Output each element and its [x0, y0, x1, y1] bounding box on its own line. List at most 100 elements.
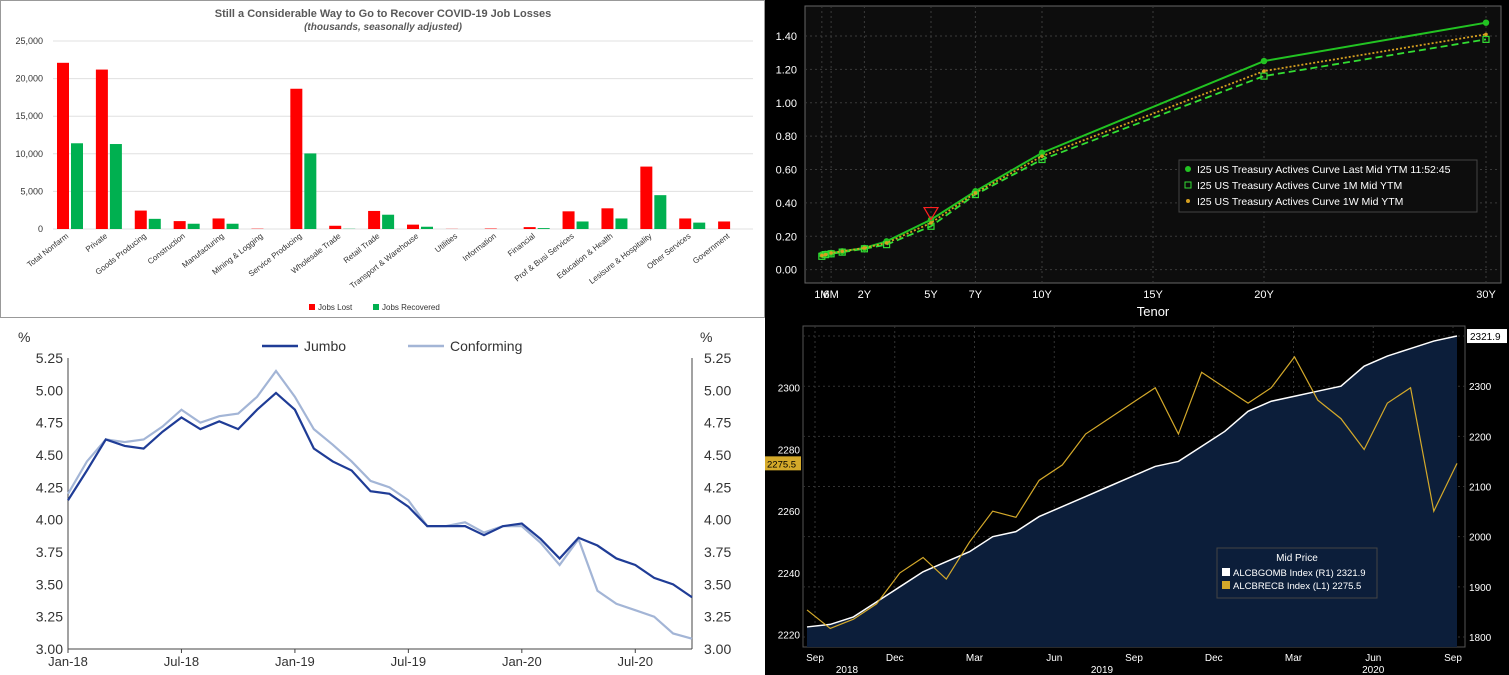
- y-axis-label-right: %: [700, 329, 712, 345]
- last-value-tag: [1467, 329, 1507, 344]
- last-value-label: 2321.9: [1470, 332, 1501, 343]
- y-tick-label-left: 3.50: [36, 576, 63, 592]
- bar: [654, 195, 667, 229]
- chart-subtitle: (thousands, seasonally adjusted): [304, 22, 462, 33]
- legend-swatch: [373, 304, 379, 310]
- y-tick-label: 5,000: [20, 186, 43, 196]
- y-tick-label-left: 2260: [778, 507, 801, 518]
- data-point: [1482, 19, 1490, 26]
- bar: [187, 223, 200, 229]
- x-tick-label: Government: [691, 231, 732, 266]
- index-price-chart: 2220 2240 2260 2280 2300 1800 1900 2000 2100 2200…: [765, 325, 1507, 675]
- y-tick-label-right: 4.75: [704, 415, 731, 431]
- legend-swatch: [1222, 568, 1230, 576]
- yield-curve-chart-panel: 0.00 0.20 0.40 0.60 0.80 1.00 1.20 1.40 1M 6M 2Y 5Y…: [765, 0, 1509, 320]
- y-tick-label-right: 2100: [1469, 483, 1492, 494]
- data-point: [1260, 57, 1268, 65]
- bar: [601, 208, 614, 229]
- x-tick-label: Dec: [886, 653, 904, 664]
- y-tick-label: 15,000: [15, 111, 43, 121]
- x-tick-label: 7Y: [969, 289, 983, 301]
- data-point: [818, 252, 826, 260]
- x-tick-label: Transport & Warehouse: [348, 231, 420, 290]
- legend-box: [1178, 159, 1478, 213]
- legend-label: Jumbo: [304, 338, 346, 354]
- data-point: [1038, 149, 1046, 157]
- x-tick-label: Jul-19: [391, 654, 426, 669]
- y-tick-label: 1.40: [776, 31, 797, 43]
- x-tick-label: Information: [461, 231, 498, 263]
- y-tick-label-left: 2240: [778, 569, 801, 580]
- bar: [368, 210, 381, 229]
- chart-title: Still a Considerable Way to Go to Recove…: [215, 8, 551, 20]
- y-tick-label-left: 3.25: [36, 609, 63, 625]
- data-point: [840, 249, 844, 254]
- bar: [304, 153, 317, 229]
- y-tick-label-right: 3.25: [704, 609, 731, 625]
- x-tick-label: Jun: [1365, 653, 1381, 664]
- x-year-label: 2018: [836, 665, 859, 675]
- bar: [173, 221, 186, 229]
- x-tick-label: Jun: [1046, 653, 1062, 664]
- bar: [679, 218, 692, 229]
- legend-title: Mid Price: [1276, 553, 1318, 564]
- y-tick-label-right: 3.00: [704, 641, 731, 657]
- y-tick-label-right: 4.00: [704, 512, 731, 528]
- y-tick-label-right: 5.00: [704, 382, 731, 398]
- y-tick-label: 0: [38, 224, 43, 234]
- x-tick-label: Jul-18: [164, 654, 199, 669]
- data-point: [929, 221, 933, 225]
- bar: [523, 227, 536, 229]
- y-tick-label-left: 4.50: [36, 447, 63, 463]
- data-point: [1262, 69, 1266, 73]
- series-line: [67, 391, 693, 599]
- bar: [212, 218, 225, 229]
- y-tick-label-left: 5.25: [36, 350, 63, 366]
- y-tick-label: 0.60: [776, 165, 797, 177]
- bar: [148, 218, 161, 229]
- y-tick-label-left: 2280: [778, 445, 801, 456]
- data-point: [973, 191, 978, 195]
- legend-label: I25 US Treasury Actives Curve 1M Mid YTM: [1197, 180, 1402, 192]
- x-year-label: 2019: [1091, 665, 1114, 675]
- legend-marker: [1185, 166, 1191, 172]
- x-tick-label: 20Y: [1254, 289, 1274, 301]
- y-tick-label-left: 3.00: [36, 641, 63, 657]
- mortgage-rates-chart-panel: %% 3.00 3.00 3.25 3.25 3.50 3.50 3.75 3.75 4.00 4.…: [0, 318, 765, 675]
- bar: [109, 144, 122, 229]
- x-tick-label: Utilities: [433, 231, 459, 254]
- y-tick-label: 10,000: [15, 149, 43, 159]
- legend-box: [1216, 547, 1378, 599]
- x-tick-label: Jan-19: [275, 654, 315, 669]
- bar: [693, 222, 706, 229]
- x-tick-label: Mar: [966, 653, 984, 664]
- x-tick-label: 1M: [814, 289, 829, 301]
- y-tick-label-right: 3.75: [704, 544, 731, 560]
- x-tick-label: Mar: [1285, 653, 1303, 664]
- x-tick-label: Financial: [506, 231, 537, 258]
- data-point: [823, 252, 828, 257]
- x-tick-label: Sep: [806, 653, 824, 664]
- y-tick-label-right: 1900: [1469, 583, 1492, 594]
- y-tick-label-right: 1800: [1469, 633, 1492, 644]
- y-tick-label-left: 4.25: [36, 479, 63, 495]
- x-axis-label: Tenor: [1137, 304, 1170, 319]
- y-tick-label-right: 3.50: [704, 576, 731, 592]
- legend-swatch: [309, 304, 315, 310]
- y-tick-label: 20,000: [15, 74, 43, 84]
- y-tick-label-right: 5.25: [704, 350, 731, 366]
- series-line: [806, 355, 1458, 630]
- y-tick-label-right: 2000: [1469, 533, 1492, 544]
- bar: [226, 223, 239, 229]
- legend-label: ALCBRECB Index (L1) 2275.5: [1233, 581, 1361, 592]
- x-tick-label: Jan-18: [48, 654, 88, 669]
- series-line: [67, 369, 693, 640]
- y-tick-label: 0.00: [776, 265, 797, 277]
- legend-marker: [1186, 199, 1190, 203]
- legend-marker: [1184, 181, 1192, 189]
- x-tick-label: Private: [84, 231, 110, 254]
- bar: [576, 221, 589, 229]
- x-tick-label: Jul-20: [618, 654, 653, 669]
- data-point: [1040, 154, 1044, 158]
